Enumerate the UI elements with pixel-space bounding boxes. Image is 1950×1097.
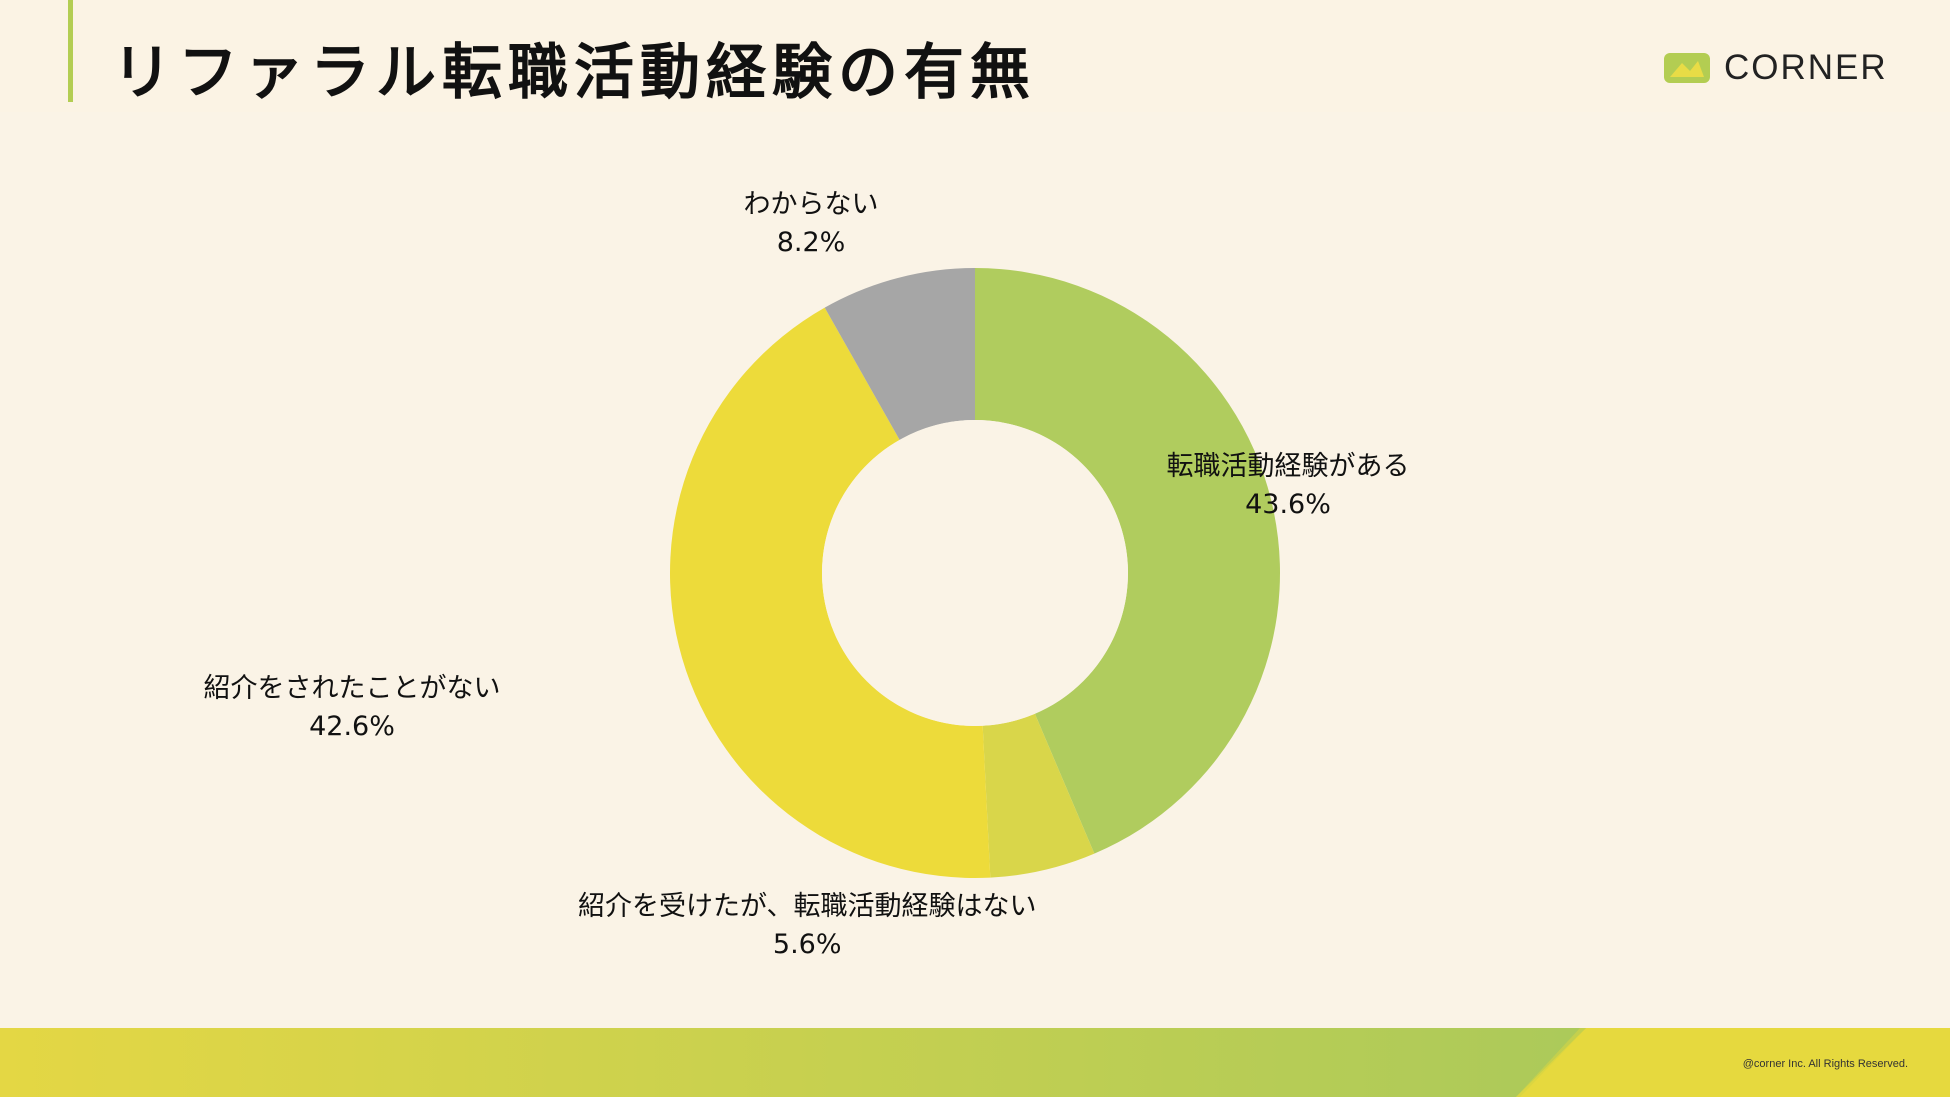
slice-label-never-referred-name: 紹介をされたことがない — [203, 673, 501, 704]
slice-label-unknown: わからない 8.2% — [744, 186, 879, 262]
slice-label-experienced-value: 43.6% — [1245, 489, 1331, 520]
donut-hole — [822, 420, 1128, 726]
header: リファラル転職活動経験の有無 CORNER — [0, 0, 1950, 112]
copyright-text: @corner Inc. All Rights Reserved. — [1742, 1058, 1908, 1070]
page-title: リファラル転職活動経験の有無 — [112, 38, 1036, 108]
slice-label-referred-not-moved-value: 5.6% — [772, 929, 842, 960]
footer-band — [0, 1028, 1950, 1097]
slice-label-never-referred: 紹介をされたことがない 42.6% — [204, 670, 501, 746]
corner-logo-icon — [1664, 53, 1710, 83]
corner-logo: CORNER — [1664, 48, 1888, 88]
donut-slice-experienced — [975, 268, 1280, 854]
slice-label-experienced: 転職活動経験がある 43.6% — [1167, 448, 1410, 524]
donut-slice-never-referred — [669, 307, 991, 878]
slice-label-referred-not-moved: 紹介を受けたが、転職活動経験はない 5.6% — [578, 888, 1036, 964]
slice-label-unknown-name: わからない — [743, 189, 879, 220]
title-accent-bar — [68, 0, 73, 102]
donut-slice-unknown — [824, 268, 975, 440]
slice-label-never-referred-value: 42.6% — [309, 711, 395, 742]
slice-label-unknown-value: 8.2% — [776, 227, 846, 258]
slice-label-experienced-name: 転職活動経験がある — [1166, 451, 1410, 482]
slice-label-referred-not-moved-name: 紹介を受けたが、転職活動経験はない — [578, 891, 1037, 922]
donut-slice-referred-not-moved — [982, 713, 1095, 878]
logo-text: CORNER — [1724, 48, 1888, 87]
